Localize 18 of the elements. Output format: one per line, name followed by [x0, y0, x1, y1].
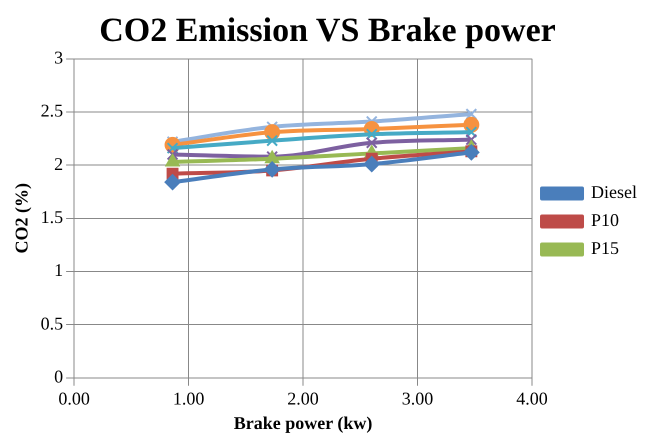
y-tick-label: 0	[54, 366, 64, 387]
x-axis-title: Brake power (kw)	[234, 412, 372, 433]
y-tick-label: 3	[54, 48, 64, 68]
chart-title: CO2 Emission VS Brake power	[99, 12, 556, 50]
y-tick-label: 1	[54, 260, 64, 280]
x-tick-label: 0.00	[58, 388, 90, 408]
x-tick-label: 4.00	[516, 388, 548, 408]
y-axis-title: CO2 (%)	[11, 183, 32, 254]
y-tick-label: 2	[54, 154, 64, 174]
legend-label: P10	[591, 210, 620, 230]
x-tick-label: 3.00	[402, 388, 434, 408]
x-tick-label: 1.00	[172, 388, 204, 408]
x-tick-label: 2.00	[287, 388, 319, 408]
legend-label: Diesel	[591, 182, 637, 202]
y-tick-label: 1.5	[40, 207, 64, 228]
y-tick-label: 2.5	[40, 100, 64, 121]
legend-label: P15	[591, 238, 620, 258]
y-tick-label: 0.5	[40, 313, 64, 334]
